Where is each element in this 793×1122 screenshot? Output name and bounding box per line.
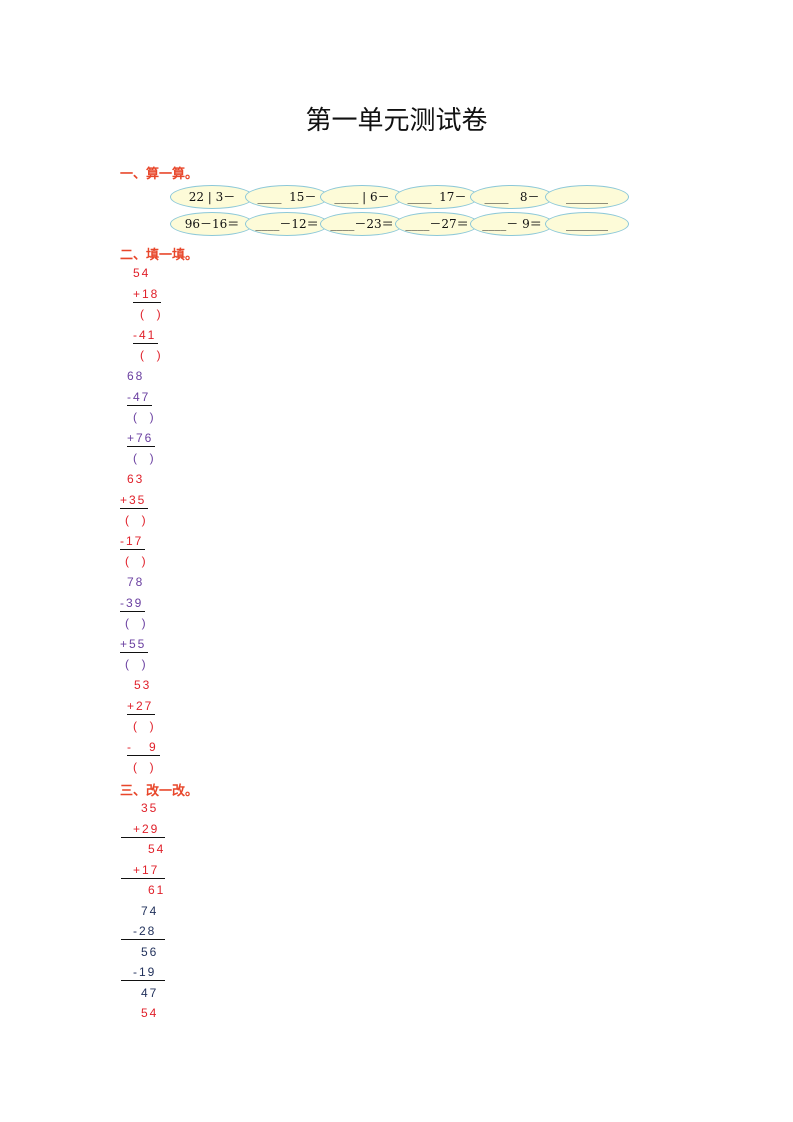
number-line: ( ) [133,451,156,466]
number-line: 56 [141,944,159,959]
operation-line: +76 [127,430,156,447]
number-line: ( ) [125,554,148,569]
number-line: 61 [148,883,166,897]
operation-line: -17 [120,533,146,550]
calc-ellipse: ____ | 6－ [320,185,404,209]
calc-ellipse: ____－27＝ [395,212,479,236]
operation-line: +29 [121,821,165,838]
operation-line: -41 [133,327,159,344]
operation-line: - 9 [127,739,160,756]
operation-line: -28 [121,923,165,940]
calc-ellipse: ____－ 9＝ [470,212,554,236]
number-line: ( ) [133,719,156,734]
number-line: ( ) [140,307,163,322]
section1-heading: 一、算一算。 [120,166,199,181]
number-line: 54 [148,842,166,856]
number-line: 54 [141,1006,159,1020]
number-line: ( ) [125,616,148,631]
calc-row: 96－16＝ ____－12＝ ____－23＝ ____－27＝ ____－ 9＝ __… [170,212,629,236]
number-line: 68 [127,369,145,383]
section2-heading: 二、填一填。 [120,247,199,262]
calc-ellipse: ____－23＝ [320,212,404,236]
number-line: ( ) [125,513,148,528]
operation-line: +27 [127,698,156,715]
operation-line: -19 [121,964,165,981]
operation-line: +55 [120,636,149,653]
calc-ellipse: _______ [545,185,629,209]
number-line: ( ) [140,348,163,363]
calc-ellipse: 22 | 3－ [170,185,254,209]
number-line: 47 [141,985,159,1000]
number-line: 54 [133,266,151,280]
operation-line: +18 [133,286,162,303]
number-line: ( ) [125,657,148,672]
calc-ellipse: ____ 15－ [245,185,329,209]
number-line: ( ) [133,410,156,425]
operation-line: -39 [120,595,146,612]
calc-ellipse: ____－12＝ [245,212,329,236]
calc-ellipse: ____ 8－ [470,185,554,209]
operation-line: -47 [127,389,153,406]
number-line: 74 [141,903,159,918]
operation-line: +35 [120,492,149,509]
number-line: 35 [141,801,159,815]
page-title: 第一单元测试卷 [305,106,488,136]
calc-ellipse: _______ [545,212,629,236]
calc-ellipse: 96－16＝ [170,212,254,236]
operation-line: +17 [121,862,165,879]
number-line: ( ) [133,760,156,775]
calc-row: 22 | 3－ ____ 15－ ____ | 6－ ____ 17－ ____ 8－ _… [170,185,629,209]
number-line: 53 [134,678,152,692]
number-line: 63 [127,472,145,486]
number-line: 78 [127,575,145,589]
section3-heading: 三、改一改。 [120,783,199,798]
calc-ellipse: ____ 17－ [395,185,479,209]
